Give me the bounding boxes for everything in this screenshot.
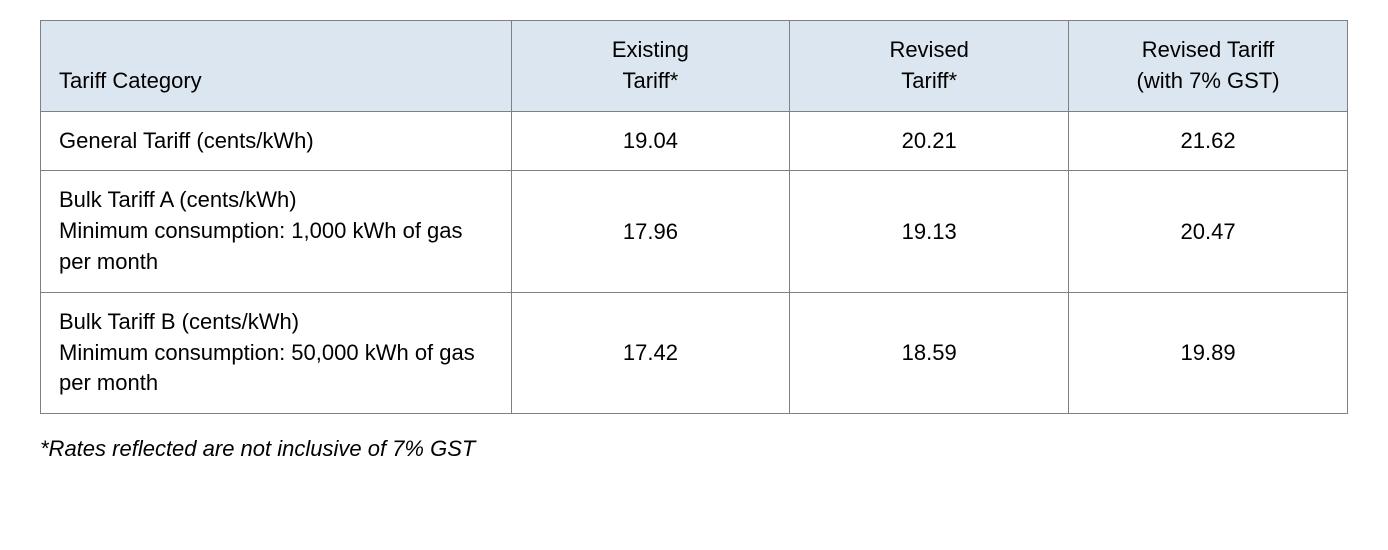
col-header-revised: RevisedTariff* — [790, 21, 1069, 112]
col-header-revised-gst: Revised Tariff(with 7% GST) — [1069, 21, 1348, 112]
col-header-category: Tariff Category — [41, 21, 512, 112]
table-row: Bulk Tariff A (cents/kWh)Minimum consump… — [41, 171, 1348, 292]
table-header-row: Tariff Category ExistingTariff* RevisedT… — [41, 21, 1348, 112]
table-row: Bulk Tariff B (cents/kWh)Minimum consump… — [41, 292, 1348, 413]
cell-revised: 20.21 — [790, 111, 1069, 171]
cell-existing: 17.42 — [511, 292, 790, 413]
cell-existing: 19.04 — [511, 111, 790, 171]
cell-existing: 17.96 — [511, 171, 790, 292]
cell-revised-gst: 19.89 — [1069, 292, 1348, 413]
tariff-table: Tariff Category ExistingTariff* RevisedT… — [40, 20, 1348, 414]
table-row: General Tariff (cents/kWh) 19.04 20.21 2… — [41, 111, 1348, 171]
cell-revised-gst: 20.47 — [1069, 171, 1348, 292]
col-header-existing: ExistingTariff* — [511, 21, 790, 112]
cell-revised-gst: 21.62 — [1069, 111, 1348, 171]
cell-category: Bulk Tariff A (cents/kWh)Minimum consump… — [41, 171, 512, 292]
cell-category: General Tariff (cents/kWh) — [41, 111, 512, 171]
cell-revised: 18.59 — [790, 292, 1069, 413]
cell-revised: 19.13 — [790, 171, 1069, 292]
footnote-text: *Rates reflected are not inclusive of 7%… — [40, 436, 1348, 462]
cell-category: Bulk Tariff B (cents/kWh)Minimum consump… — [41, 292, 512, 413]
